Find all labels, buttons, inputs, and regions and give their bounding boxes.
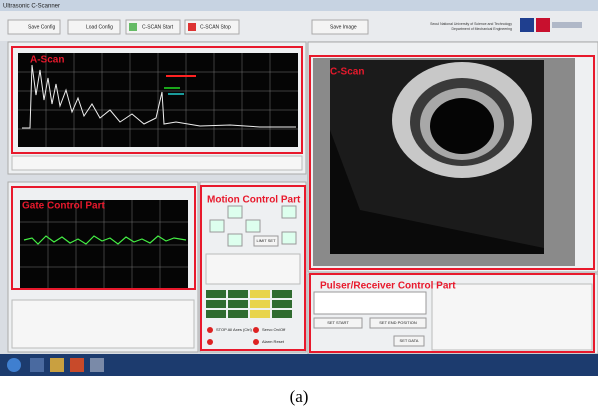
- annotation: Motion Control Part: [207, 195, 301, 206]
- button-label: SET DATA: [400, 338, 419, 343]
- indicator: [253, 327, 259, 333]
- button-label: SET END POSITION: [379, 320, 417, 325]
- indicator: [253, 339, 259, 345]
- taskbar-icon[interactable]: [30, 358, 44, 372]
- jog-button[interactable]: [228, 234, 242, 246]
- button-label: Save Image: [330, 24, 357, 30]
- jog-button[interactable]: [210, 220, 224, 232]
- annotation: A-Scan: [30, 55, 64, 66]
- button-label[interactable]: STOP All Axes (Ctrl): [216, 327, 253, 332]
- taskbar-icon[interactable]: [70, 358, 84, 372]
- a-scan-fields: [12, 156, 302, 170]
- annotation: Pulser/Receiver Control Part: [320, 281, 456, 292]
- button-label: SET START: [327, 320, 349, 325]
- annotation: Gate Control Part: [22, 201, 105, 212]
- button-label[interactable]: Alarm Reset: [262, 339, 285, 344]
- jog-button[interactable]: [246, 220, 260, 232]
- taskbar-icon[interactable]: [50, 358, 64, 372]
- icon: [129, 23, 137, 31]
- button-label: C-SCAN Stop: [200, 24, 231, 30]
- position-table: [314, 292, 426, 314]
- button-label[interactable]: Servo On/Off: [262, 327, 286, 332]
- annotation: C-Scan: [330, 67, 364, 78]
- indicator: [207, 339, 213, 345]
- taskbar: [0, 354, 598, 376]
- taskbar-icon[interactable]: [90, 358, 104, 372]
- button-label: LIMIT SET: [256, 238, 276, 243]
- jog-button[interactable]: [282, 206, 296, 218]
- institution: Seoul National University of Science and…: [430, 22, 512, 26]
- jog-button[interactable]: [282, 232, 296, 244]
- motion-fields: [206, 254, 300, 284]
- pulser-fields: [432, 284, 592, 350]
- caption: (a): [290, 387, 309, 406]
- button-label: Load Config: [86, 24, 113, 30]
- window-title: Ultrasonic C-Scanner: [3, 4, 60, 10]
- title-bar: [0, 0, 598, 11]
- jog-button[interactable]: [228, 206, 242, 218]
- button-label: Save Config: [28, 24, 55, 30]
- hole: [430, 98, 494, 154]
- screenshot: Ultrasonic C-Scanner Save Config Load Co…: [0, 0, 598, 412]
- icon: [188, 23, 196, 31]
- institution: Department of Mechanical Engineering: [451, 27, 512, 31]
- start-button[interactable]: [7, 358, 21, 372]
- indicator: [207, 327, 213, 333]
- button-label: C-SCAN Start: [142, 24, 174, 30]
- gate-fields: [12, 300, 194, 348]
